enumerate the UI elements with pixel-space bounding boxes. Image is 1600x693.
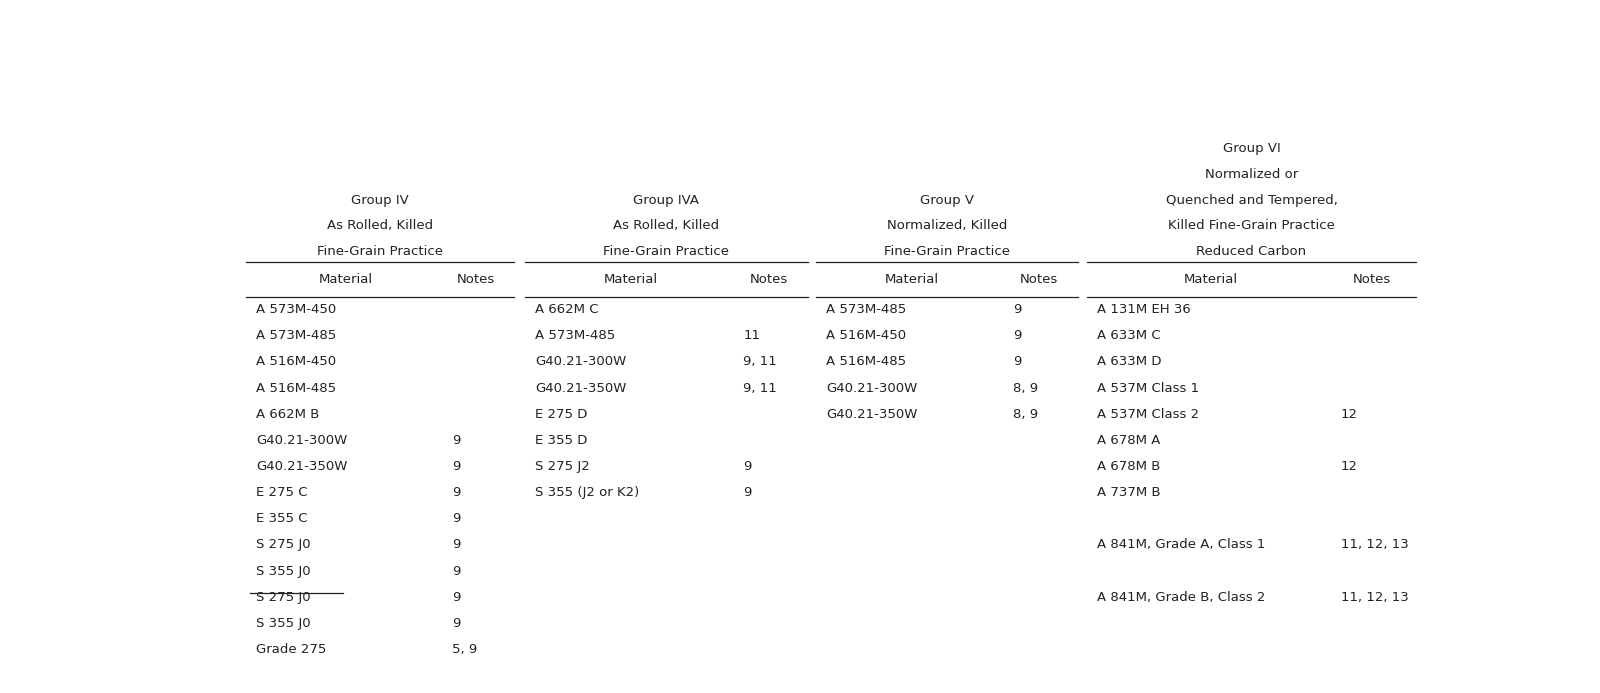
Text: Fine-Grain Practice: Fine-Grain Practice: [603, 245, 730, 258]
Text: Grade 275: Grade 275: [256, 643, 326, 656]
Text: Fine-Grain Practice: Fine-Grain Practice: [885, 245, 1010, 258]
Text: 9: 9: [742, 486, 752, 499]
Text: S 275 J2: S 275 J2: [534, 460, 589, 473]
Text: Material: Material: [885, 273, 939, 286]
Text: A 537M Class 1: A 537M Class 1: [1096, 382, 1198, 394]
Text: S 355 J0: S 355 J0: [256, 565, 310, 578]
Text: 9: 9: [451, 565, 461, 578]
Text: As Rolled, Killed: As Rolled, Killed: [326, 219, 434, 232]
Text: 9: 9: [451, 591, 461, 604]
Text: 9: 9: [1013, 356, 1022, 369]
Text: A 573M-485: A 573M-485: [534, 329, 614, 342]
Text: G40.21-350W: G40.21-350W: [826, 407, 917, 421]
Text: 12: 12: [1341, 407, 1358, 421]
Text: Material: Material: [318, 273, 373, 286]
Text: Notes: Notes: [456, 273, 494, 286]
Text: 9: 9: [1013, 303, 1022, 316]
Text: Notes: Notes: [749, 273, 787, 286]
Text: G40.21-300W: G40.21-300W: [534, 356, 626, 369]
Text: A 516M-450: A 516M-450: [826, 329, 906, 342]
Text: E 355 D: E 355 D: [534, 434, 587, 447]
Text: A 662M C: A 662M C: [534, 303, 598, 316]
Text: G40.21-350W: G40.21-350W: [256, 460, 347, 473]
Text: 9: 9: [451, 460, 461, 473]
Text: A 516M-485: A 516M-485: [826, 356, 906, 369]
Text: G40.21-300W: G40.21-300W: [256, 434, 347, 447]
Text: A 633M C: A 633M C: [1096, 329, 1160, 342]
Text: 11, 12, 13: 11, 12, 13: [1341, 591, 1408, 604]
Text: A 841M, Grade A, Class 1: A 841M, Grade A, Class 1: [1096, 538, 1266, 552]
Text: A 737M B: A 737M B: [1096, 486, 1160, 499]
Text: Notes: Notes: [1352, 273, 1390, 286]
Text: 11, 12, 13: 11, 12, 13: [1341, 538, 1408, 552]
Text: Reduced Carbon: Reduced Carbon: [1197, 245, 1307, 258]
Text: Normalized, Killed: Normalized, Killed: [886, 219, 1008, 232]
Text: Material: Material: [1184, 273, 1238, 286]
Text: G40.21-350W: G40.21-350W: [534, 382, 626, 394]
Text: A 537M Class 2: A 537M Class 2: [1096, 407, 1198, 421]
Text: S 355 (J2 or K2): S 355 (J2 or K2): [534, 486, 638, 499]
Text: 11: 11: [742, 329, 760, 342]
Text: 9: 9: [451, 617, 461, 630]
Text: E 275 C: E 275 C: [256, 486, 307, 499]
Text: Notes: Notes: [1019, 273, 1058, 286]
Text: A 516M-450: A 516M-450: [256, 356, 336, 369]
Text: S 275 J0: S 275 J0: [256, 591, 310, 604]
Text: A 573M-485: A 573M-485: [826, 303, 907, 316]
Text: A 662M B: A 662M B: [256, 407, 318, 421]
Text: S 275 J0: S 275 J0: [256, 538, 310, 552]
Text: 8, 9: 8, 9: [1013, 407, 1038, 421]
Text: 5, 9: 5, 9: [451, 643, 477, 656]
Text: E 355 C: E 355 C: [256, 512, 307, 525]
Text: Material: Material: [603, 273, 658, 286]
Text: 9: 9: [742, 460, 752, 473]
Text: A 678M A: A 678M A: [1096, 434, 1160, 447]
Text: A 633M D: A 633M D: [1096, 356, 1162, 369]
Text: 9: 9: [451, 486, 461, 499]
Text: Killed Fine-Grain Practice: Killed Fine-Grain Practice: [1168, 219, 1334, 232]
Text: Fine-Grain Practice: Fine-Grain Practice: [317, 245, 443, 258]
Text: 9: 9: [451, 512, 461, 525]
Text: A 573M-485: A 573M-485: [256, 329, 336, 342]
Text: 8, 9: 8, 9: [1013, 382, 1038, 394]
Text: Quenched and Tempered,: Quenched and Tempered,: [1165, 193, 1338, 207]
Text: Group VI: Group VI: [1222, 142, 1280, 155]
Text: Group V: Group V: [920, 193, 974, 207]
Text: S 355 J0: S 355 J0: [256, 617, 310, 630]
Text: 9: 9: [451, 434, 461, 447]
Text: As Rolled, Killed: As Rolled, Killed: [613, 219, 720, 232]
Text: E 275 D: E 275 D: [534, 407, 587, 421]
Text: 9, 11: 9, 11: [742, 382, 778, 394]
Text: A 131M EH 36: A 131M EH 36: [1096, 303, 1190, 316]
Text: A 573M-450: A 573M-450: [256, 303, 336, 316]
Text: Group IV: Group IV: [350, 193, 408, 207]
Text: A 841M, Grade B, Class 2: A 841M, Grade B, Class 2: [1096, 591, 1266, 604]
Text: G40.21-300W: G40.21-300W: [826, 382, 917, 394]
Text: A 516M-485: A 516M-485: [256, 382, 336, 394]
Text: 12: 12: [1341, 460, 1358, 473]
Text: 9: 9: [1013, 329, 1022, 342]
Text: 9: 9: [451, 538, 461, 552]
Text: Normalized or: Normalized or: [1205, 168, 1298, 181]
Text: A 678M B: A 678M B: [1096, 460, 1160, 473]
Text: Group IVA: Group IVA: [634, 193, 699, 207]
Text: 9, 11: 9, 11: [742, 356, 778, 369]
